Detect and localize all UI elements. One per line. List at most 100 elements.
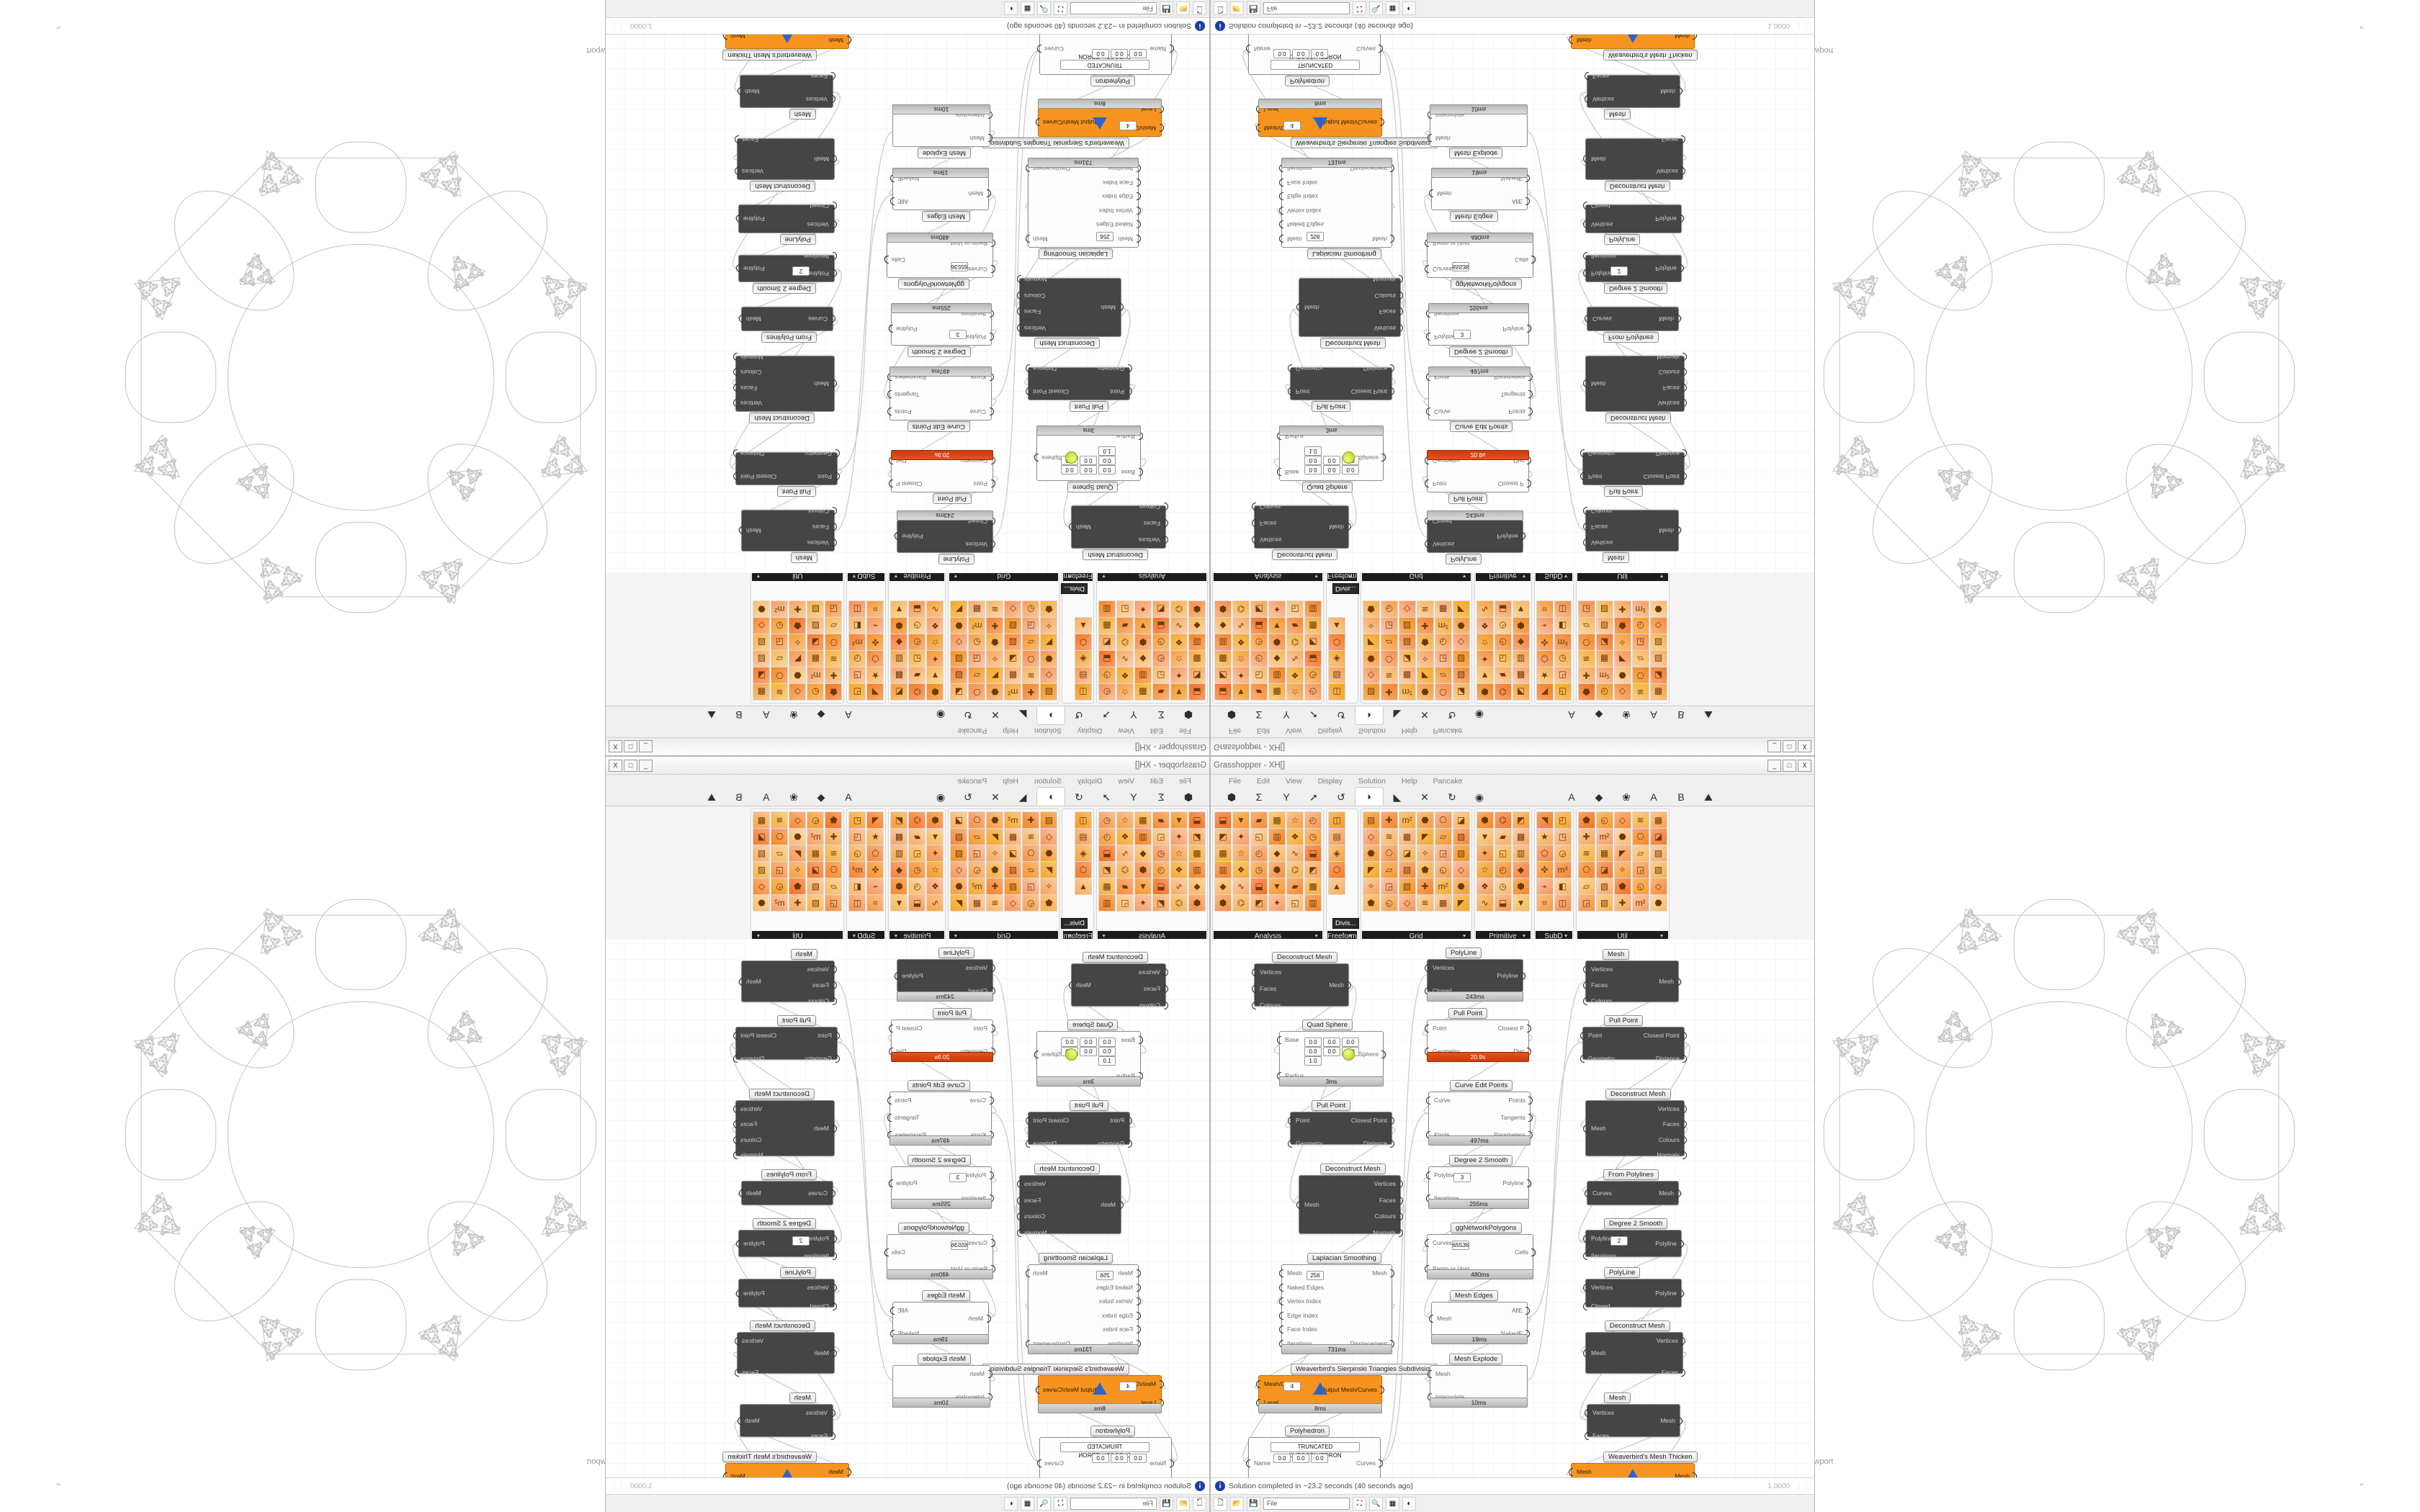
gh-component[interactable]: Pull Point Point Geometry Closest Point Dist… xyxy=(1288,1100,1394,1156)
ribbon-group-freeform[interactable]: ◫ ▤ ◈ ⬡ ▲ Freeform ▼ Divis... xyxy=(1061,809,1094,942)
gh-component-body[interactable]: Vertices Faces Colours Mesh xyxy=(739,960,837,1005)
chevron-down-icon[interactable]: ▼ xyxy=(1461,573,1467,578)
menu-view[interactable]: View xyxy=(1286,726,1302,736)
gh-port-pin[interactable] xyxy=(887,390,892,398)
chevron-down-icon[interactable]: ▼ xyxy=(1067,573,1072,578)
gh-number-input[interactable]: 0.0 xyxy=(1080,456,1097,465)
gh-component[interactable]: Deconstruct Mesh Mesh Vertices Faces Colours… xyxy=(1017,1164,1124,1246)
gh-number-input[interactable]: 256 xyxy=(1096,1271,1113,1280)
gh-input-port[interactable]: Vertices xyxy=(1592,1409,1615,1416)
gh-input-port[interactable]: Colours xyxy=(1260,1002,1281,1009)
gh-number-input[interactable]: 0.0 xyxy=(1342,465,1359,474)
gh-port-pin[interactable] xyxy=(1277,1036,1281,1044)
gh-component[interactable]: Degree 2 Smooth Polyline Iterations Polylin… xyxy=(1583,243,1684,294)
gh-component-body[interactable]: Mesh Vertices Faces Colours Normals xyxy=(733,353,837,412)
component-icon[interactable]: ⬓ xyxy=(1214,683,1232,701)
gh-component[interactable]: Mesh Vertices Faces Mesh xyxy=(738,63,835,120)
ribbon-group-freeform[interactable]: ◫ ▤ ◈ ⬡ ▲ Freeform ▼ Divis... xyxy=(1326,809,1359,942)
component-icon[interactable]: ⬠ xyxy=(1536,845,1554,862)
component-icon[interactable]: ▩ xyxy=(1188,650,1206,667)
zoom-icon[interactable]: 🔍 xyxy=(1037,1496,1051,1511)
gh-output-port[interactable]: Vertices xyxy=(1656,1337,1678,1344)
file-field[interactable]: File xyxy=(1263,1497,1350,1510)
component-icon[interactable]: ▩ xyxy=(1188,845,1206,862)
component-icon[interactable]: ⎔ xyxy=(1577,634,1595,651)
component-icon[interactable]: ▱ xyxy=(968,828,986,845)
chevron-down-icon[interactable]: ▼ xyxy=(756,934,761,939)
ribbon-group-freeform[interactable]: ◫ ▤ ◈ ⬡ ▲ Freeform ▼ Divis... xyxy=(1061,570,1094,703)
gh-component-body[interactable]: Polyline Iterations Polyline 3 xyxy=(1426,310,1531,346)
component-icon[interactable]: ▩ xyxy=(1134,683,1152,701)
component-icon[interactable]: ⬠ xyxy=(1536,650,1554,667)
gh-component-body[interactable]: Mesh Interpolate xyxy=(1428,111,1528,147)
layers-icon[interactable]: ▦ xyxy=(1386,1,1399,16)
component-icon[interactable]: ⬟ xyxy=(986,634,1004,651)
gh-output-port[interactable]: Mesh xyxy=(1659,1189,1674,1197)
gh-component-body[interactable]: MeshDistanceMesh xyxy=(1569,34,1697,49)
gh-input-port[interactable]: Vertices xyxy=(1591,221,1613,228)
tab-maths[interactable]: Σ xyxy=(1255,791,1263,803)
component-icon[interactable]: ⬠ xyxy=(866,845,884,862)
component-icon[interactable]: ⬓ xyxy=(1494,894,1512,912)
component-icon[interactable]: ▦ xyxy=(1398,667,1416,684)
gh-input-port[interactable]: Point xyxy=(1110,388,1124,395)
component-icon[interactable]: ✚ xyxy=(1416,617,1434,634)
tab-display[interactable]: ◉ xyxy=(936,791,946,803)
gh-component[interactable]: Pull Point Point Geometry Closest Point Dist… xyxy=(1288,356,1394,412)
gh-output-port[interactable]: Mesh xyxy=(1076,523,1091,531)
gh-output-port[interactable]: Colours xyxy=(1658,1135,1680,1143)
component-icon[interactable]: ◵ xyxy=(1631,878,1649,895)
gh-input-port[interactable]: Curve xyxy=(969,408,986,415)
component-icon[interactable]: ◴ xyxy=(1494,634,1512,651)
gh-output-port[interactable]: NakedE xyxy=(1500,1330,1523,1337)
component-icon[interactable]: ▩ xyxy=(1134,811,1152,829)
component-icon[interactable]: ⬠ xyxy=(866,650,884,667)
component-icon[interactable]: ▥ xyxy=(1134,828,1152,845)
component-icon[interactable]: ◲ xyxy=(1022,878,1040,895)
component-icon[interactable]: ▧ xyxy=(1398,617,1416,634)
component-icon[interactable]: ⎔ xyxy=(1022,845,1040,862)
gh-input-port[interactable]: Closed xyxy=(1591,1302,1610,1310)
gh-number-input[interactable]: 256 xyxy=(1307,232,1324,241)
component-icon[interactable]: m² xyxy=(1398,811,1416,829)
grasshopper-window[interactable]: Grasshopper - XH[] _ □ X File Edit View … xyxy=(605,0,1210,756)
component-icon[interactable]: ✧ xyxy=(1040,878,1058,895)
gh-input-port[interactable]: Polyline xyxy=(1434,333,1456,341)
gh-component[interactable]: Laplacian Smoothing Mesh Naked Edges Vertex… xyxy=(1026,156,1141,259)
gh-port-pin[interactable] xyxy=(1026,1269,1030,1277)
gh-number-input[interactable]: 256 xyxy=(1096,232,1113,241)
tab-b[interactable]: B xyxy=(735,709,743,721)
gh-component[interactable]: Curve Edit Points Curve Knots Points Tangent… xyxy=(887,364,994,432)
gh-component-name[interactable]: Mesh Explode xyxy=(1449,148,1503,158)
component-icon[interactable]: ▰ xyxy=(908,828,926,845)
gh-component-body[interactable]: MeshDistanceMesh xyxy=(723,1463,851,1478)
gh-port-pin[interactable] xyxy=(1037,1459,1041,1467)
gh-component[interactable]: Quad Sphere Base Radius Sphere 0.0 0.0 0.0 0.0 0… xyxy=(1034,423,1143,492)
gh-number-input[interactable]: 1.0 xyxy=(1098,446,1116,456)
chevron-down-icon[interactable]: ▼ xyxy=(1563,934,1569,939)
gh-port-pin[interactable] xyxy=(733,1135,738,1144)
component-icon[interactable]: ◵ xyxy=(771,878,789,895)
gh-port-pin[interactable] xyxy=(1288,1117,1292,1125)
gh-output-port[interactable]: Faces xyxy=(742,136,759,143)
gh-component-name[interactable]: Degree 2 Smooth xyxy=(752,1218,816,1229)
component-icon[interactable]: ≋ xyxy=(1631,811,1649,829)
component-icon[interactable]: ✦ xyxy=(1170,667,1188,684)
gh-port-pin[interactable] xyxy=(735,1369,739,1377)
grasshopper-titlebar[interactable]: Grasshopper - XH[] _ □ X xyxy=(1211,757,1814,775)
gh-port-pin[interactable] xyxy=(1583,1349,1587,1357)
gh-output-port[interactable]: Sphere xyxy=(1358,454,1379,462)
gh-input-port[interactable]: Vertices xyxy=(807,539,829,546)
gh-port-pin[interactable] xyxy=(1279,206,1283,215)
component-icon[interactable]: ∿ xyxy=(1286,845,1304,862)
save-icon[interactable]: 💾 xyxy=(1160,1,1173,16)
gh-port-pin[interactable] xyxy=(1585,1189,1589,1197)
tab-intersect[interactable]: ✕ xyxy=(1420,709,1429,721)
gh-component-body[interactable]: Vertices Faces Colours Mesh xyxy=(1583,960,1681,1005)
component-icon[interactable]: m² xyxy=(771,600,789,618)
gh-output-port[interactable]: Colours xyxy=(740,369,762,377)
chevron-down-icon[interactable]: ▼ xyxy=(851,934,857,939)
gh-component-body[interactable]: Polyline Iterations Polyline 2 xyxy=(1583,1230,1684,1260)
gh-output-port[interactable]: Output Mesh/Curves xyxy=(1043,1386,1099,1393)
gh-number-input[interactable]: 2 xyxy=(1610,266,1628,276)
